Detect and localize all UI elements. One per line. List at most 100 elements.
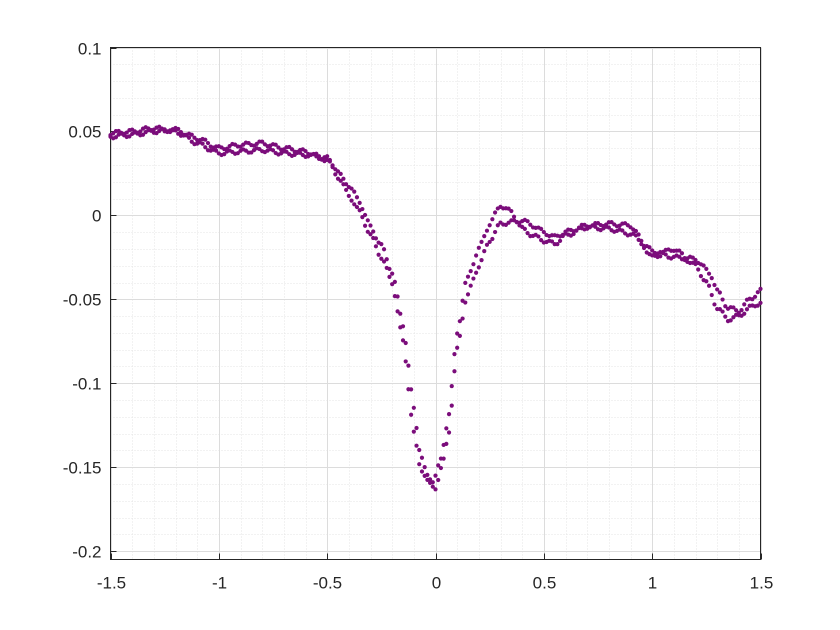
data-point bbox=[398, 325, 403, 330]
data-point bbox=[338, 171, 343, 176]
data-point bbox=[395, 309, 400, 314]
data-point bbox=[390, 282, 395, 287]
data-point bbox=[560, 232, 565, 237]
data-point bbox=[406, 387, 411, 392]
data-point bbox=[352, 189, 357, 194]
data-point bbox=[511, 214, 517, 219]
data-point bbox=[189, 132, 194, 137]
data-point bbox=[349, 198, 354, 203]
data-point bbox=[482, 249, 487, 254]
data-point bbox=[446, 412, 452, 417]
data-point bbox=[419, 455, 425, 460]
data-point bbox=[379, 256, 384, 261]
data-point bbox=[457, 333, 462, 338]
data-point bbox=[468, 269, 473, 274]
data-point bbox=[371, 229, 376, 234]
data-point bbox=[641, 245, 647, 251]
data-point bbox=[506, 220, 511, 225]
data-point bbox=[365, 218, 370, 223]
data-point bbox=[419, 469, 425, 474]
data-point bbox=[658, 254, 663, 259]
data-point bbox=[492, 210, 498, 215]
data-point bbox=[360, 214, 365, 220]
data-point bbox=[460, 316, 465, 321]
data-point bbox=[249, 150, 254, 155]
data-point bbox=[677, 248, 682, 253]
data-point bbox=[482, 234, 487, 239]
data-point bbox=[436, 463, 441, 468]
data-point bbox=[376, 252, 381, 257]
data-point bbox=[436, 477, 441, 483]
data-point bbox=[452, 369, 457, 374]
data-point bbox=[709, 276, 714, 281]
data-point bbox=[465, 274, 471, 279]
data-point bbox=[341, 182, 346, 187]
data-point bbox=[639, 238, 644, 244]
data-point bbox=[284, 149, 289, 154]
data-point bbox=[438, 465, 444, 471]
y-axis: 0.1 0.05 0 -0.05 -0.1 -0.15 -0.2 bbox=[63, 40, 117, 562]
x-tick-label: -1.5 bbox=[97, 574, 126, 593]
data-point bbox=[539, 226, 544, 231]
data-point bbox=[335, 169, 341, 174]
data-point bbox=[384, 257, 389, 262]
data-point bbox=[636, 232, 641, 237]
data-point bbox=[303, 148, 308, 154]
data-point bbox=[474, 270, 479, 275]
data-point bbox=[720, 309, 725, 314]
data-point bbox=[633, 228, 639, 234]
data-point bbox=[411, 429, 416, 434]
data-point bbox=[409, 412, 414, 417]
data-point bbox=[189, 139, 194, 144]
x-axis: -1.5 -1 -0.5 0 0.5 1 1.5 bbox=[97, 553, 773, 593]
data-point bbox=[176, 126, 181, 132]
data-point bbox=[715, 287, 720, 292]
data-point bbox=[387, 274, 392, 279]
data-point bbox=[422, 465, 427, 470]
major-grid bbox=[110, 47, 762, 560]
data-point bbox=[647, 245, 652, 250]
data-point bbox=[430, 484, 435, 489]
data-point bbox=[468, 283, 473, 288]
data-point bbox=[484, 242, 490, 247]
data-point bbox=[289, 147, 295, 152]
data-point bbox=[474, 253, 479, 258]
data-point bbox=[677, 254, 682, 259]
data-point bbox=[720, 297, 725, 302]
data-point bbox=[555, 242, 560, 247]
data-point bbox=[260, 139, 265, 144]
data-point bbox=[525, 231, 530, 236]
data-point bbox=[750, 297, 755, 302]
data-point bbox=[346, 193, 351, 199]
data-point bbox=[490, 236, 495, 242]
data-point bbox=[731, 315, 736, 320]
data-point bbox=[444, 426, 449, 431]
data-point bbox=[696, 267, 701, 272]
data-point bbox=[660, 250, 666, 256]
data-point bbox=[368, 223, 373, 228]
data-point bbox=[476, 245, 481, 250]
x-tick-label: -0.5 bbox=[313, 574, 342, 593]
data-point bbox=[433, 487, 438, 492]
data-point bbox=[411, 405, 416, 410]
y-tick-label: -0.05 bbox=[63, 291, 102, 310]
data-point bbox=[368, 232, 373, 237]
data-point bbox=[742, 311, 747, 316]
data-point bbox=[539, 238, 544, 243]
data-point bbox=[327, 159, 332, 164]
y-tick-label: 0 bbox=[92, 207, 101, 226]
data-point bbox=[417, 447, 422, 453]
y-tick-label: 0.05 bbox=[68, 123, 101, 142]
data-point bbox=[325, 154, 330, 159]
data-point bbox=[755, 290, 760, 295]
data-point bbox=[620, 228, 625, 233]
data-point bbox=[425, 477, 430, 482]
data-point bbox=[314, 151, 319, 156]
data-points bbox=[108, 124, 763, 492]
data-point bbox=[338, 178, 343, 183]
data-point bbox=[495, 223, 500, 228]
data-point bbox=[124, 130, 129, 135]
data-point bbox=[403, 359, 408, 364]
